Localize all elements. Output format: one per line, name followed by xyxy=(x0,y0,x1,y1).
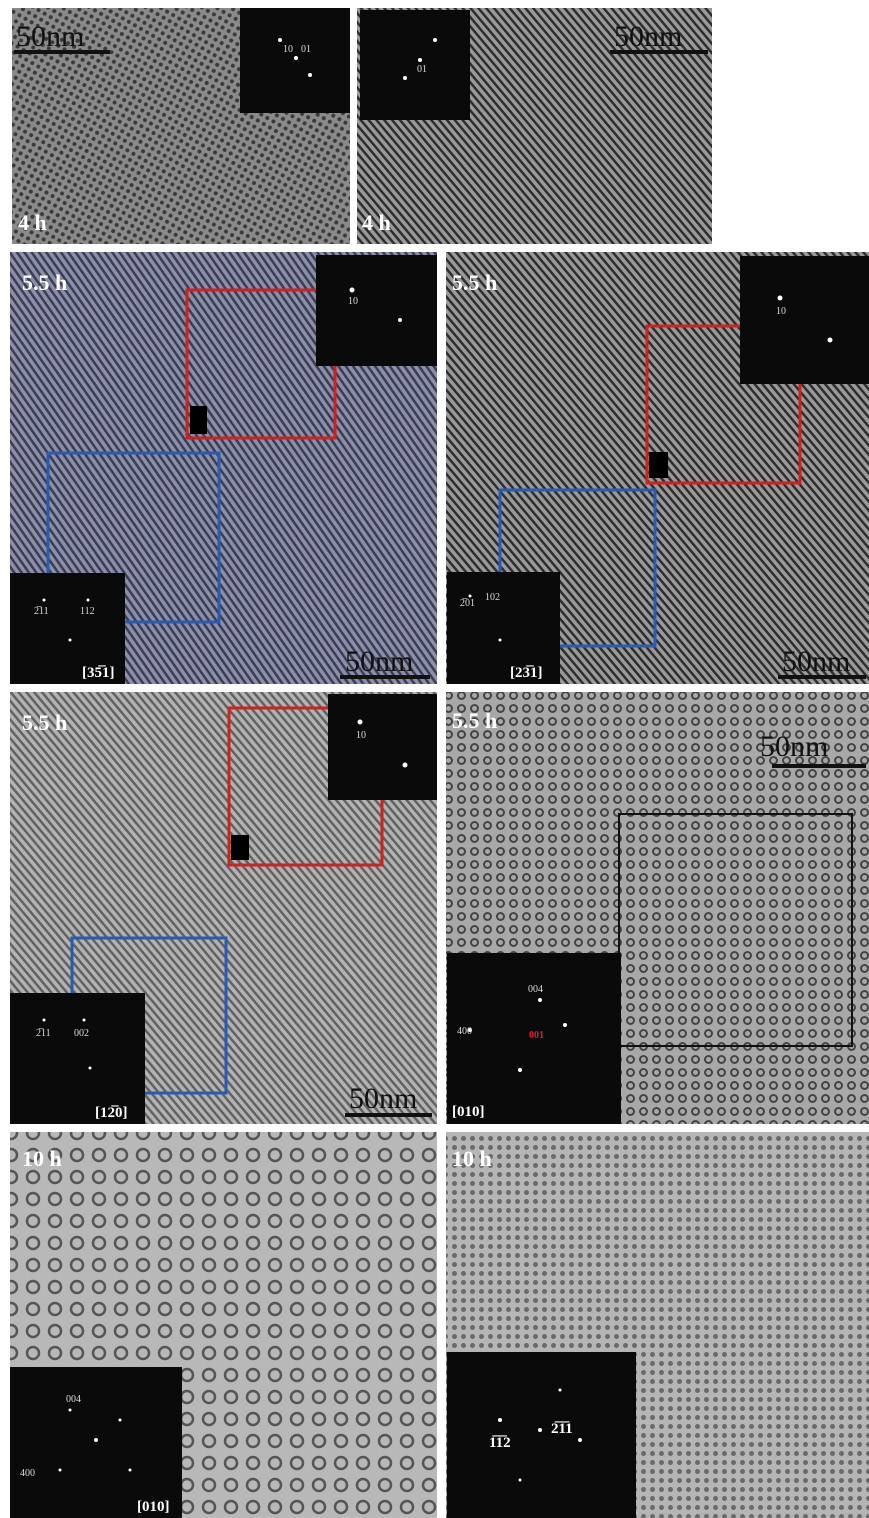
panel: 50nm 01 4 h xyxy=(357,8,712,244)
fft-label: 1̅1̅2 xyxy=(489,1435,511,1451)
time-label: 4 h xyxy=(362,210,391,235)
zone-axis: [010] xyxy=(137,1499,170,1515)
fft-label: 002 xyxy=(74,1028,89,1039)
fft-label: 2̅01 xyxy=(460,598,475,609)
panel: 50nm 004 400 001 [010] 5.5 h xyxy=(446,692,869,1124)
zone-axis: [23̅1] xyxy=(510,665,543,681)
zone-axis: [12̅0] xyxy=(95,1105,128,1121)
time-label: 5.5 h xyxy=(452,270,497,295)
scale-bar-label: 50nm xyxy=(349,1082,417,1115)
scale-bar-label: 50nm xyxy=(760,730,828,763)
fft-label: 400 xyxy=(20,1468,35,1479)
scale-bar-label: 50nm xyxy=(16,20,84,53)
zone-axis: [35̅1] xyxy=(82,665,115,681)
panel: 10 2̅11 112 [35̅1] 50nm 5.5 h xyxy=(10,252,437,684)
panel: 10 2̅11 002 [12̅0] 50nm 5.5 h xyxy=(10,692,437,1124)
fft-label: 112 xyxy=(80,606,95,617)
fft-label: 01 xyxy=(417,64,427,75)
scale-bar-label: 50nm xyxy=(345,645,413,678)
fft-label: 10 xyxy=(348,296,358,307)
time-label: 5.5 h xyxy=(22,710,67,735)
scale-bar-label: 50nm xyxy=(614,20,682,53)
panel: 10 2̅01 102 [23̅1] 50nm 5.5 h xyxy=(446,252,869,684)
fft-label: 001 xyxy=(529,1030,544,1041)
time-label: 10 h xyxy=(22,1146,62,1171)
fft-label: 102 xyxy=(485,592,500,603)
fft-label: 2̅1̅1 xyxy=(551,1421,573,1437)
fft-label: 004 xyxy=(66,1394,81,1405)
fft-label: 10 xyxy=(776,306,786,317)
panel: 50nm 10 01 4 h xyxy=(12,8,350,244)
fft-label: 2̅11 xyxy=(36,1028,51,1039)
fft-label: 01 xyxy=(301,44,311,55)
time-label: 5.5 h xyxy=(452,708,497,733)
fft-label: 004 xyxy=(528,984,543,995)
fft-label: 2̅11 xyxy=(34,606,49,617)
panel: 1̅1̅2 2̅1̅1 10 h xyxy=(446,1132,869,1518)
figure: 50nm 10 01 4 h 50nm 01 4 h 10 2̅11 112 [… xyxy=(0,0,869,1518)
time-label: 5.5 h xyxy=(22,270,67,295)
time-label: 10 h xyxy=(452,1146,492,1171)
scale-bar-label: 50nm xyxy=(782,645,850,678)
fft-label: 400 xyxy=(457,1026,472,1037)
page: 50nm 10 01 4 h 50nm 01 4 h 10 2̅11 112 [… xyxy=(0,0,869,1518)
fft-label: 10 xyxy=(356,730,366,741)
zone-axis: [010] xyxy=(452,1104,485,1120)
panel: 004 400 [010] 10 h xyxy=(10,1132,437,1518)
fft-label: 10 xyxy=(283,44,293,55)
time-label: 4 h xyxy=(18,210,47,235)
